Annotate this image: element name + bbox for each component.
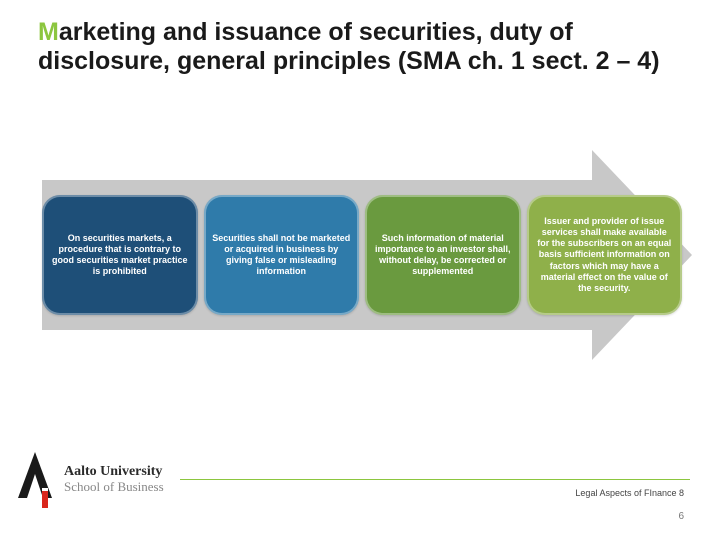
aalto-logo-line1: Aalto University xyxy=(64,465,164,480)
title-accent-letter: M xyxy=(38,18,59,46)
slide-title: Marketing and issuance of securities, du… xyxy=(38,18,680,76)
principle-boxes-row: On securities markets, a procedure that … xyxy=(42,195,682,315)
aalto-logo-line2: School of Business xyxy=(64,480,164,494)
aalto-logo-text: Aalto University School of Business xyxy=(64,465,164,493)
logo-exclaim-gap xyxy=(42,488,48,491)
title-text: arketing and issuance of securities, dut… xyxy=(38,18,660,75)
aalto-logo-mark xyxy=(14,448,56,510)
principle-box-2: Securities shall not be marketed or acqu… xyxy=(204,195,360,315)
footer-divider xyxy=(180,479,690,480)
page-number: 6 xyxy=(678,511,684,522)
aalto-logo: Aalto University School of Business xyxy=(14,448,164,510)
principle-box-4: Issuer and provider of issue services sh… xyxy=(527,195,683,315)
principle-box-1: On securities markets, a procedure that … xyxy=(42,195,198,315)
principle-box-3: Such information of material importance … xyxy=(365,195,521,315)
footer-text: Legal Aspects of FInance 8 xyxy=(575,488,684,498)
